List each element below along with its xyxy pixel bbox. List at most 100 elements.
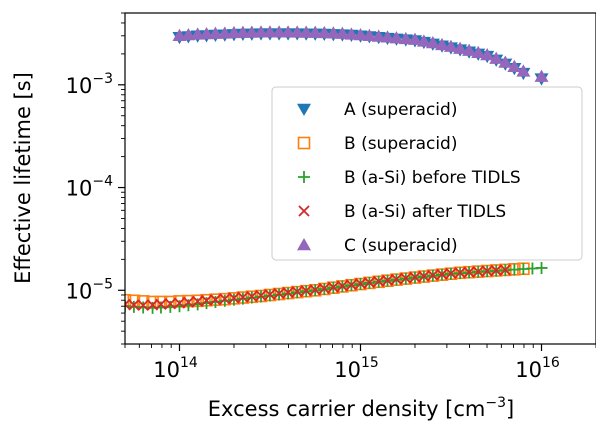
data-point [208, 26, 223, 39]
data-point [299, 25, 314, 38]
y-tick-label: 10−5 [66, 276, 113, 303]
legend-label: A (superacid) [344, 100, 457, 120]
data-point [246, 290, 258, 303]
data-point [209, 295, 222, 308]
data-point [443, 39, 458, 52]
data-point [318, 282, 330, 295]
data-point [390, 273, 403, 285]
data-point [282, 286, 294, 299]
data-point [181, 28, 196, 41]
data-point [164, 298, 176, 310]
x-axis-label-main: Excess carrier density [cm [208, 397, 486, 421]
legend-entry: C (superacid) [297, 236, 458, 256]
legend-marker [297, 238, 311, 251]
legend-marker [297, 103, 311, 116]
x-axis-label-sup: −3 [485, 395, 506, 411]
legend-label: B (a-Si) before TIDLS [344, 168, 521, 188]
data-point [219, 293, 231, 305]
data-point [389, 31, 404, 44]
legend: A (superacid) B (superacid) B (a-Si) befor… [271, 86, 583, 261]
data-point [173, 297, 186, 309]
data-point [445, 267, 457, 280]
data-point [327, 281, 339, 293]
series-layer [125, 25, 549, 314]
data-point [336, 280, 349, 292]
legend-entry: A (superacid) [297, 100, 457, 120]
legend-box [271, 86, 583, 261]
data-point [244, 25, 259, 38]
data-point [326, 26, 341, 39]
y-tick-label: 10−3 [66, 71, 113, 98]
data-point [218, 294, 231, 307]
data-point [237, 291, 249, 303]
data-point [480, 48, 495, 61]
data-point [217, 26, 232, 39]
data-point [490, 264, 502, 277]
series-5 [172, 25, 549, 82]
data-point [290, 25, 305, 38]
data-point [253, 25, 268, 38]
data-point [453, 41, 468, 54]
data-point [400, 272, 412, 284]
data-point [255, 289, 267, 302]
data-point [200, 297, 213, 310]
x-tick-label: 1014 [153, 355, 198, 382]
legend-marker [297, 136, 311, 150]
x-tick-label: 1016 [515, 355, 560, 382]
y-axis: 10−5 10−4 10−3 [66, 12, 125, 345]
data-point [125, 298, 131, 310]
data-point [281, 25, 296, 38]
data-point [398, 31, 413, 45]
legend-label: B (a-Si) after TIDLS [344, 202, 506, 222]
data-point [354, 278, 367, 290]
data-point [534, 69, 549, 82]
data-point [272, 25, 287, 38]
data-point [434, 37, 449, 51]
data-point [182, 296, 195, 308]
data-point [291, 286, 303, 298]
data-point [125, 293, 132, 307]
data-point [381, 274, 394, 286]
data-point [227, 293, 240, 306]
data-point [425, 36, 440, 49]
data-point [463, 266, 475, 278]
data-point [192, 295, 204, 308]
data-point [371, 29, 386, 42]
series-4 [125, 264, 511, 311]
data-point [436, 268, 448, 280]
data-point [416, 34, 431, 47]
legend-label: C (superacid) [344, 236, 458, 256]
data-point [317, 25, 332, 39]
y-axis-label: Effective lifetime [s] [11, 72, 35, 284]
data-point [155, 298, 167, 310]
data-point [481, 265, 493, 277]
x-axis: 1014 1015 1016 [124, 344, 596, 382]
data-point [128, 299, 140, 311]
data-point [472, 265, 484, 278]
data-point [380, 30, 395, 43]
data-point [535, 261, 548, 274]
data-point [209, 294, 222, 306]
data-point [226, 25, 241, 39]
data-point [264, 288, 276, 301]
data-point [309, 284, 321, 296]
data-point [262, 25, 277, 38]
data-point [236, 292, 249, 305]
data-point [308, 25, 323, 38]
data-point [228, 292, 240, 304]
legend-label: B (superacid) [344, 134, 457, 154]
legend-entry: B (a-Si) after TIDLS [298, 202, 506, 222]
data-point [489, 51, 504, 64]
data-point [407, 32, 422, 45]
data-point [516, 64, 531, 77]
data-point [498, 55, 513, 68]
data-point [345, 279, 358, 291]
data-point [363, 276, 376, 289]
data-point [454, 267, 466, 279]
data-point [507, 59, 522, 72]
data-point [273, 287, 285, 300]
x-tick-label: 1015 [334, 355, 379, 382]
legend-entry: B (a-Si) before TIDLS [298, 168, 521, 188]
data-point [137, 299, 149, 311]
